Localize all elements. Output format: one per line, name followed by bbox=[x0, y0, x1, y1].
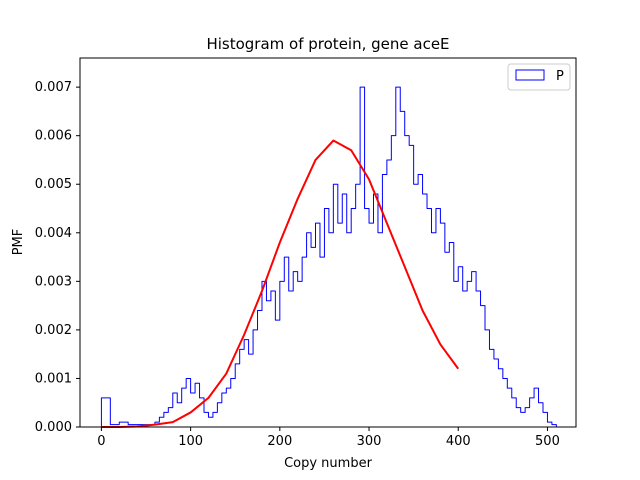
y-tick-label: 0.000 bbox=[35, 420, 72, 435]
x-tick-label: 400 bbox=[446, 434, 471, 449]
x-tick-label: 200 bbox=[267, 434, 292, 449]
y-tick-label: 0.005 bbox=[35, 177, 72, 192]
legend: P bbox=[507, 63, 571, 91]
y-axis-label: PMF bbox=[11, 229, 26, 256]
y-tick-label: 0.003 bbox=[35, 274, 72, 289]
y-tick-label: 0.001 bbox=[35, 371, 72, 386]
chart-title: Histogram of protein, gene aceE bbox=[206, 35, 449, 53]
y-tick-label: 0.007 bbox=[35, 80, 72, 95]
x-tick-label: 0 bbox=[97, 434, 105, 449]
plot-marks bbox=[100, 86, 557, 428]
x-tick-label: 500 bbox=[535, 434, 560, 449]
y-tick-label: 0.006 bbox=[35, 129, 72, 144]
fit-curve-line bbox=[101, 139, 460, 428]
plot-frame bbox=[79, 57, 577, 428]
y-axis: 0.000 0.001 0.002 0.003 0.004 0.005 0.006 0.007 bbox=[35, 80, 80, 435]
legend-swatch bbox=[515, 69, 545, 81]
x-tick-label: 300 bbox=[357, 434, 382, 449]
histogram-series-p bbox=[100, 86, 557, 427]
y-tick-label: 0.004 bbox=[35, 226, 72, 241]
legend-label: P bbox=[556, 69, 564, 84]
x-tick-label: 100 bbox=[178, 434, 203, 449]
x-axis: 0 100 200 300 400 500 bbox=[97, 427, 560, 449]
x-axis-label: Copy number bbox=[284, 456, 373, 471]
y-tick-label: 0.002 bbox=[35, 323, 72, 338]
